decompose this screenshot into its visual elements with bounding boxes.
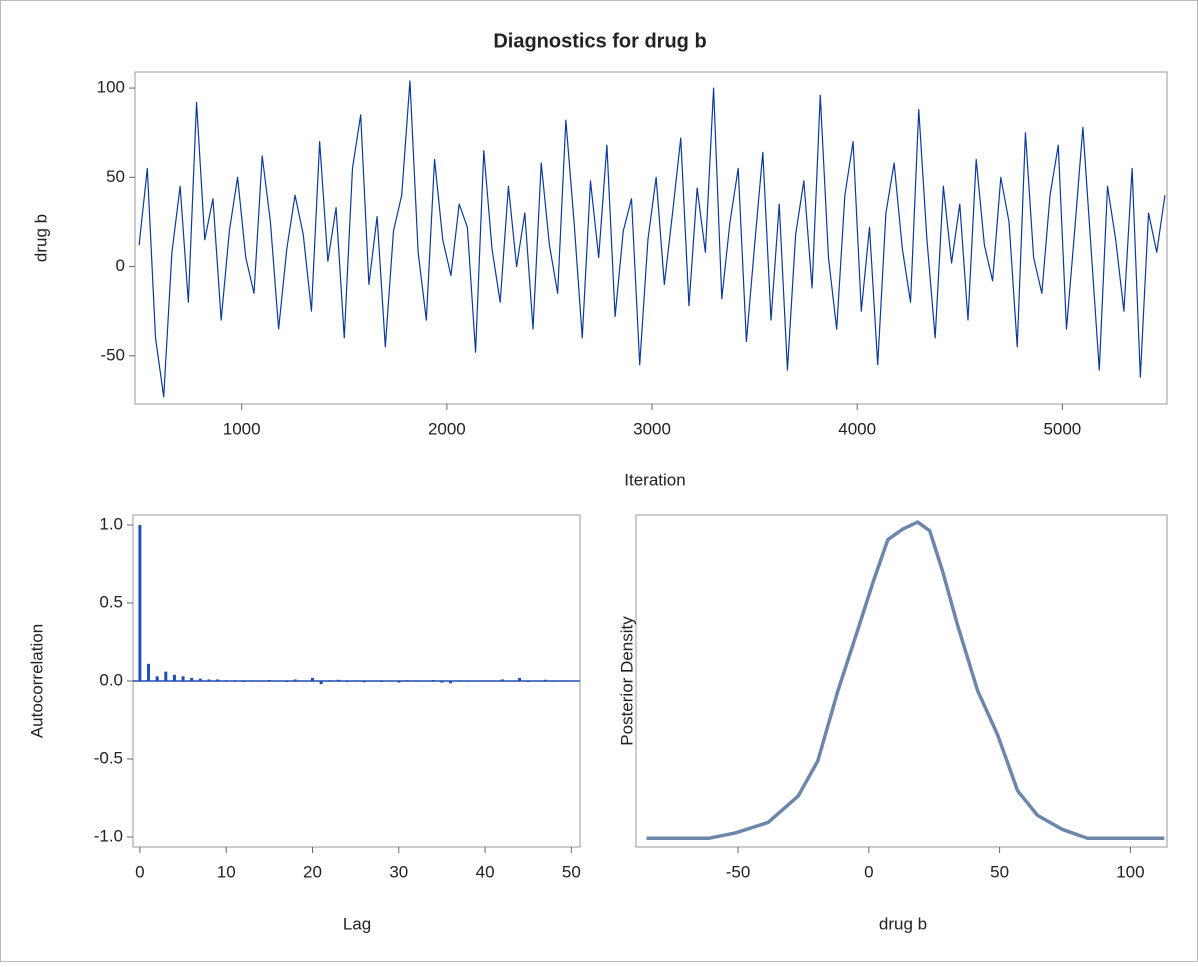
- acf-bar: [172, 674, 176, 681]
- acf-bar: [267, 680, 271, 682]
- acf-bar: [207, 679, 211, 681]
- y-tick-label: 1.0: [99, 514, 123, 533]
- acf-bar: [241, 681, 245, 682]
- acf-bar: [449, 681, 453, 684]
- x-axis-label: Iteration: [624, 470, 685, 489]
- acf-bar: [440, 681, 444, 683]
- y-axis-label: drug b: [31, 214, 50, 262]
- data-line: [646, 520, 1165, 840]
- x-tick-label: -50: [726, 862, 751, 881]
- acf-bar: [405, 680, 409, 682]
- acf-bar: [224, 680, 228, 682]
- acf-bar: [319, 681, 323, 685]
- acf-bar: [345, 681, 349, 682]
- acf-bar: [457, 680, 461, 682]
- acf-bar: [500, 679, 504, 681]
- acf-bar: [466, 680, 470, 682]
- acf-bar: [138, 524, 142, 681]
- acf-bar: [293, 679, 297, 681]
- acf-bar: [336, 679, 340, 681]
- plot-frame: [134, 71, 1168, 405]
- acf-bar: [276, 680, 280, 682]
- acf-bar: [518, 677, 522, 681]
- acf-bar: [362, 681, 366, 683]
- x-tick-label: 4000: [838, 419, 876, 438]
- y-tick-label: 0.0: [99, 670, 123, 689]
- acf-bar: [397, 681, 401, 683]
- acf-bar: [535, 680, 539, 682]
- acf-bar: [569, 680, 573, 682]
- y-tick-label: 100: [97, 78, 125, 97]
- y-tick-label: -1.0: [94, 826, 123, 845]
- x-tick-label: 0: [135, 862, 144, 881]
- acf-bar: [216, 679, 220, 681]
- acf-bar: [543, 679, 547, 681]
- x-tick-label: 100: [1116, 862, 1144, 881]
- x-tick-label: 5000: [1043, 419, 1081, 438]
- acf-bar: [509, 680, 513, 682]
- x-tick-label: 50: [990, 862, 1009, 881]
- y-tick-label: 0.5: [99, 592, 123, 611]
- acf-bar: [483, 680, 487, 682]
- x-tick-label: 20: [303, 862, 322, 881]
- acf-bar: [285, 681, 289, 682]
- acf-bar: [561, 680, 565, 682]
- y-tick-label: -50: [100, 345, 125, 364]
- x-tick-label: 40: [476, 862, 495, 881]
- plot-frame: [635, 514, 1168, 848]
- y-tick-label: -0.5: [94, 748, 123, 767]
- x-tick-label: 1000: [223, 419, 261, 438]
- acf-bar: [259, 680, 263, 682]
- acf-bar: [371, 680, 375, 682]
- acf-bar: [310, 677, 314, 681]
- y-tick-label: 0: [116, 256, 125, 275]
- acf-bar: [181, 676, 185, 681]
- acf-bar: [414, 680, 418, 682]
- figure-title: Diagnostics for drug b: [493, 30, 706, 52]
- acf-bar: [431, 680, 435, 682]
- acf-bar: [147, 663, 151, 681]
- x-axis-label: drug b: [879, 914, 927, 933]
- y-axis-label: Autocorrelation: [27, 624, 46, 738]
- acf-bar: [552, 680, 556, 682]
- x-tick-label: 10: [217, 862, 236, 881]
- x-tick-label: 2000: [428, 419, 466, 438]
- acf-bar: [302, 680, 306, 682]
- acf-bar: [380, 681, 384, 682]
- y-axis-label: Posterior Density: [617, 616, 636, 746]
- acf-bar: [155, 676, 159, 681]
- acf-bar: [190, 677, 194, 681]
- acf-bar: [423, 680, 427, 682]
- acf-bar: [388, 680, 392, 682]
- acf-bar: [474, 680, 478, 682]
- x-tick-label: 0: [864, 862, 873, 881]
- y-tick-label: 50: [106, 167, 125, 186]
- x-tick-label: 3000: [633, 419, 671, 438]
- acf-bar: [250, 680, 254, 682]
- data-line: [138, 80, 1166, 398]
- acf-bar: [526, 681, 530, 682]
- acf-bar: [164, 671, 168, 681]
- x-tick-label: 50: [562, 862, 581, 881]
- acf-bar: [328, 680, 332, 682]
- acf-bar: [492, 680, 496, 682]
- x-tick-label: 30: [389, 862, 408, 881]
- acf-bar: [233, 680, 237, 682]
- acf-bar: [354, 680, 358, 682]
- x-axis-label: Lag: [343, 914, 371, 933]
- acf-bar: [198, 678, 202, 681]
